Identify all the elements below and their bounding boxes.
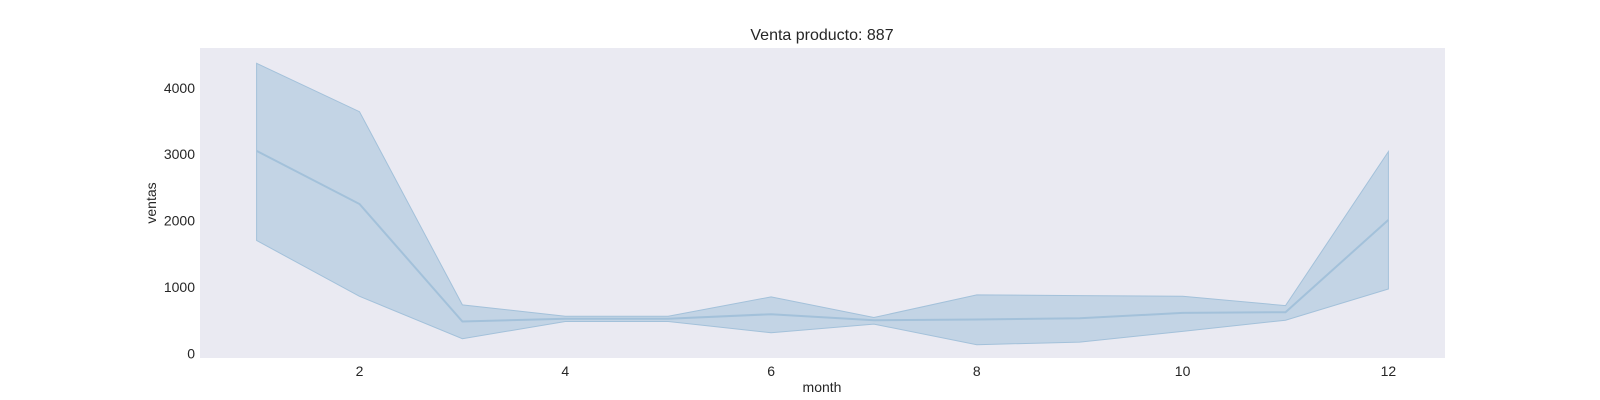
- x-tick-labels: 2 4 6 8 10 12: [356, 363, 1397, 379]
- y-tick-label: 2000: [164, 213, 195, 229]
- y-tick-label: 3000: [164, 146, 195, 162]
- x-tick-label: 6: [767, 363, 775, 379]
- confidence-band: [256, 62, 1389, 346]
- x-tick-label: 8: [973, 363, 981, 379]
- confidence-bands: [256, 62, 1389, 346]
- x-tick-label: 2: [356, 363, 364, 379]
- chart-title: Venta producto: 887: [750, 27, 893, 44]
- series-lines: [256, 150, 1390, 323]
- x-tick-label: 10: [1175, 363, 1191, 379]
- y-tick-labels: 0 1000 2000 3000 4000: [164, 80, 195, 362]
- x-axis-label: month: [803, 379, 842, 395]
- x-tick-label: 12: [1381, 363, 1397, 379]
- y-tick-label: 1000: [164, 279, 195, 295]
- series-line: [256, 150, 1390, 323]
- y-tick-label: 0: [187, 345, 195, 361]
- y-axis-label: ventas: [143, 182, 159, 223]
- x-tick-label: 4: [561, 363, 569, 379]
- y-tick-label: 4000: [164, 80, 195, 96]
